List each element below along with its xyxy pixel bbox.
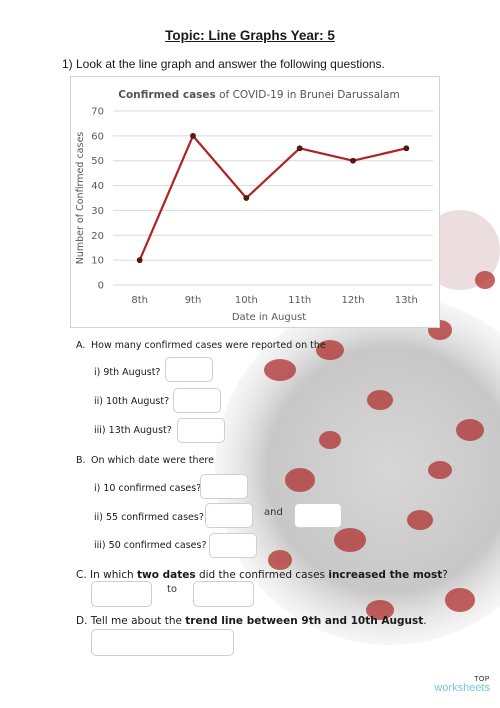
series-line-0 bbox=[138, 134, 407, 261]
question-c: C. In which two dates did the confirmed … bbox=[76, 569, 448, 581]
to-label: to bbox=[167, 584, 178, 595]
question-c-label: C. bbox=[76, 569, 87, 581]
x-tick-label-12th: 12th bbox=[342, 295, 365, 306]
answer-box-c1[interactable] bbox=[91, 581, 152, 607]
data-point-8th bbox=[136, 257, 143, 264]
line-chart: Confirmed cases of COVID-19 in Brunei Da… bbox=[70, 76, 440, 328]
question-b-item-2: ii) 55 confirmed cases? bbox=[94, 512, 204, 523]
question-a-item-2: ii) 10th August? bbox=[94, 396, 170, 407]
question-a-item-3: iii) 13th August? bbox=[94, 425, 172, 436]
question-d-label: D. bbox=[76, 615, 88, 627]
y-tick-label-60: 60 bbox=[91, 131, 104, 142]
page-title: Topic: Line Graphs Year: 5 bbox=[165, 28, 335, 43]
y-tick-label-70: 70 bbox=[91, 107, 104, 118]
question-b-item-1: i) 10 confirmed cases? bbox=[94, 483, 202, 494]
question-d-text-1: Tell me about the bbox=[90, 615, 186, 627]
top-worksheets-logo: TOP worksheets bbox=[434, 676, 490, 694]
x-tick-label-13th: 13th bbox=[395, 295, 418, 306]
question-b-text: On which date were there bbox=[91, 455, 214, 466]
logo-worksheets-text: worksheets bbox=[434, 682, 490, 694]
question-c-text-1: In which bbox=[90, 569, 138, 581]
question-d: D. Tell me about the trend line between … bbox=[76, 615, 427, 627]
logo-top-text: TOP bbox=[474, 676, 490, 683]
question-c-text-3: did the confirmed cases bbox=[195, 569, 329, 581]
answer-box-d[interactable] bbox=[91, 629, 234, 656]
question-b-label: B. bbox=[76, 455, 86, 466]
data-point-13th bbox=[403, 145, 410, 152]
line-chart-svg: Confirmed cases of COVID-19 in Brunei Da… bbox=[75, 89, 433, 323]
y-tick-label-40: 40 bbox=[91, 181, 104, 192]
and-label: and bbox=[264, 507, 283, 518]
answer-box-b3[interactable] bbox=[209, 533, 257, 558]
question-a-item-1: i) 9th August? bbox=[94, 367, 161, 378]
question-c-text-4: increased the most bbox=[328, 569, 443, 581]
chart-title-bold: Confirmed cases bbox=[118, 89, 216, 101]
question-c-text-5: ? bbox=[442, 569, 448, 581]
data-point-10th bbox=[243, 195, 250, 201]
answer-box-a1[interactable] bbox=[165, 357, 213, 382]
x-tick-label-8th: 8th bbox=[131, 295, 148, 306]
y-tick-label-30: 30 bbox=[91, 206, 104, 217]
question-b-item-3: iii) 50 confirmed cases? bbox=[94, 540, 207, 551]
x-tick-label-9th: 9th bbox=[185, 295, 202, 306]
question-a-label: A. bbox=[76, 340, 86, 351]
data-point-12th bbox=[350, 157, 356, 164]
answer-box-a3[interactable] bbox=[177, 418, 225, 443]
answer-box-b2a[interactable] bbox=[205, 503, 253, 528]
answer-box-a2[interactable] bbox=[173, 388, 221, 413]
x-tick-label-10th: 10th bbox=[235, 295, 258, 306]
answer-box-c2[interactable] bbox=[193, 581, 254, 607]
y-tick-label-0: 0 bbox=[98, 281, 104, 292]
chart-title: Confirmed cases of COVID-19 in Brunei Da… bbox=[118, 89, 400, 101]
answer-box-b2b[interactable] bbox=[294, 503, 342, 528]
y-tick-label-10: 10 bbox=[91, 256, 104, 267]
x-tick-label-11th: 11th bbox=[288, 295, 311, 306]
data-point-11th bbox=[296, 145, 303, 152]
y-tick-label-50: 50 bbox=[91, 156, 104, 167]
answer-box-b1[interactable] bbox=[200, 474, 248, 499]
y-axis-label: Number of Confirmed cases bbox=[75, 132, 86, 265]
data-point-9th bbox=[190, 132, 196, 139]
question-d-text-2: trend line between 9th and 10th August bbox=[185, 615, 424, 627]
question-d-text-3: . bbox=[423, 615, 427, 627]
x-axis-label: Date in August bbox=[232, 312, 306, 323]
question-c-text-2: two dates bbox=[137, 569, 196, 581]
chart-title-rest: of COVID-19 in Brunei Darussalam bbox=[216, 89, 400, 101]
instruction-text: 1) Look at the line graph and answer the… bbox=[62, 57, 385, 71]
y-tick-label-20: 20 bbox=[91, 231, 104, 242]
question-a-text: How many confirmed cases were reported o… bbox=[91, 340, 326, 351]
